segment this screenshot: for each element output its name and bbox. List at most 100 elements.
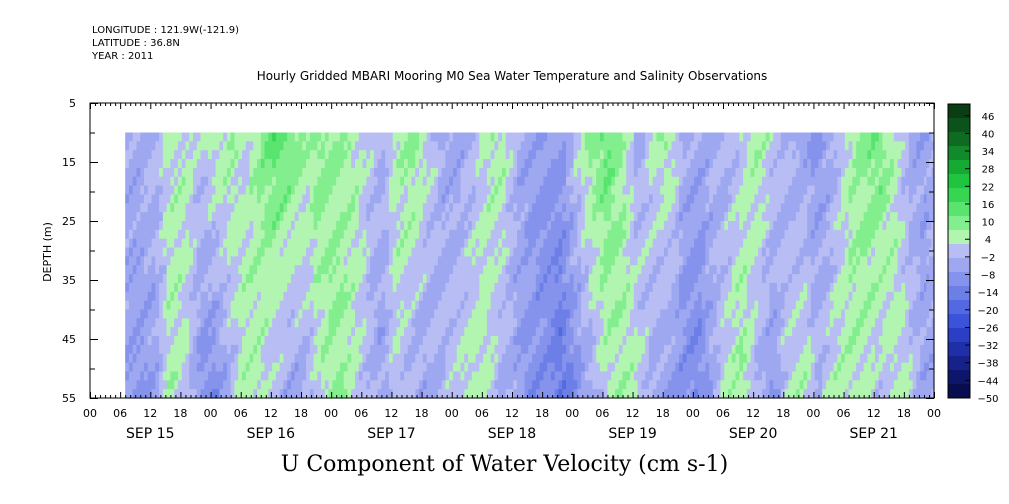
heatmap-cell — [663, 353, 669, 364]
heatmap-cell — [128, 150, 134, 160]
heatmap-cell — [660, 318, 665, 328]
heatmap-cell — [517, 344, 522, 355]
heatmap-cell — [290, 389, 296, 399]
heatmap-cell — [539, 185, 544, 196]
heatmap-cell — [614, 132, 620, 142]
heatmap-cell — [159, 336, 164, 346]
heatmap-cell — [373, 141, 379, 151]
heatmap-cell — [268, 212, 273, 222]
heatmap-cell — [332, 274, 337, 284]
heatmap-cell — [238, 380, 243, 390]
heatmap-cell — [505, 176, 511, 187]
heatmap-cell — [547, 344, 552, 355]
heatmap-cell — [162, 353, 168, 364]
heatmap-cell — [562, 344, 567, 355]
heatmap-cell — [388, 309, 394, 319]
heatmap-cell — [136, 194, 141, 204]
heatmap-cell — [588, 371, 593, 381]
heatmap-cell — [189, 336, 194, 346]
heatmap-cell — [686, 371, 691, 381]
heatmap-cell — [675, 141, 680, 151]
heatmap-cell — [614, 371, 620, 381]
heatmap-cell — [637, 229, 642, 240]
heatmap-cell — [343, 327, 349, 337]
heatmap-cell — [697, 362, 703, 373]
heatmap-cell — [641, 159, 646, 169]
heatmap-cell — [460, 194, 465, 204]
heatmap-cell — [614, 203, 620, 213]
heatmap-cell — [302, 221, 307, 231]
heatmap-cell — [377, 327, 382, 337]
heatmap-cell — [419, 141, 424, 151]
heatmap-cell — [170, 362, 175, 373]
heatmap-cell — [336, 141, 341, 151]
heatmap-cell — [456, 353, 462, 364]
heatmap-cell — [208, 203, 213, 213]
heatmap-cell — [633, 185, 639, 196]
heatmap-cell — [381, 318, 386, 328]
heatmap-cell — [731, 336, 737, 346]
heatmap-cell — [196, 309, 202, 319]
heatmap-cell — [588, 150, 593, 160]
heatmap-cell — [517, 238, 522, 249]
heatmap-cell — [223, 185, 228, 196]
heatmap-cell — [603, 389, 609, 399]
heatmap-cell — [370, 265, 375, 275]
heatmap-cell — [690, 282, 695, 293]
heatmap-cell — [132, 309, 138, 319]
heatmap-cell — [720, 327, 725, 337]
heatmap-cell — [577, 150, 582, 160]
heatmap-cell — [339, 150, 345, 160]
heatmap-cell — [317, 336, 322, 346]
heatmap-cell — [381, 159, 386, 169]
heatmap-cell — [618, 353, 624, 364]
heatmap-cell — [569, 167, 575, 178]
heatmap-cell — [381, 221, 386, 231]
heatmap-cell — [607, 336, 612, 346]
heatmap-cell — [196, 389, 202, 399]
heatmap-cell — [268, 344, 273, 355]
heatmap-cell — [483, 309, 488, 319]
heatmap-cell — [370, 274, 375, 284]
heatmap-cell — [592, 150, 597, 160]
heatmap-cell — [275, 229, 281, 240]
heatmap-cell — [449, 318, 454, 328]
heatmap-cell — [230, 336, 236, 346]
heatmap-cell — [321, 336, 326, 346]
heatmap-cell — [641, 256, 646, 266]
heatmap-cell — [577, 282, 582, 293]
heatmap-cell — [562, 221, 567, 231]
heatmap-cell — [728, 247, 733, 257]
heatmap-cell — [226, 167, 232, 178]
heatmap-cell — [690, 336, 695, 346]
heatmap-cell — [370, 238, 375, 249]
heatmap-cell — [543, 159, 548, 169]
heatmap-cell — [569, 194, 575, 204]
heatmap-cell — [596, 318, 601, 328]
heatmap-cell — [328, 265, 333, 275]
heatmap-cell — [347, 221, 352, 231]
heatmap-cell — [705, 371, 710, 381]
heatmap-cell — [731, 194, 737, 204]
heatmap-cell — [279, 238, 285, 249]
heatmap-cell — [728, 229, 733, 240]
heatmap-cell — [445, 344, 450, 355]
heatmap-cell — [128, 371, 134, 381]
heatmap-cell — [189, 167, 194, 178]
heatmap-cell — [396, 362, 401, 373]
heatmap-cell — [419, 167, 424, 178]
heatmap-cell — [419, 318, 424, 328]
heatmap-cell — [667, 159, 673, 169]
heatmap-cell — [260, 362, 266, 373]
heatmap-cell — [584, 300, 590, 311]
heatmap-cell — [204, 362, 209, 373]
heatmap-cell — [720, 300, 725, 311]
heatmap-cell — [238, 229, 243, 240]
heatmap-cell — [392, 141, 398, 151]
heatmap-cell — [211, 318, 217, 328]
heatmap-cell — [140, 159, 145, 169]
heatmap-cell — [339, 309, 345, 319]
heatmap-cell — [566, 185, 571, 196]
heatmap-cell — [573, 167, 578, 178]
heatmap-cell — [490, 247, 496, 257]
